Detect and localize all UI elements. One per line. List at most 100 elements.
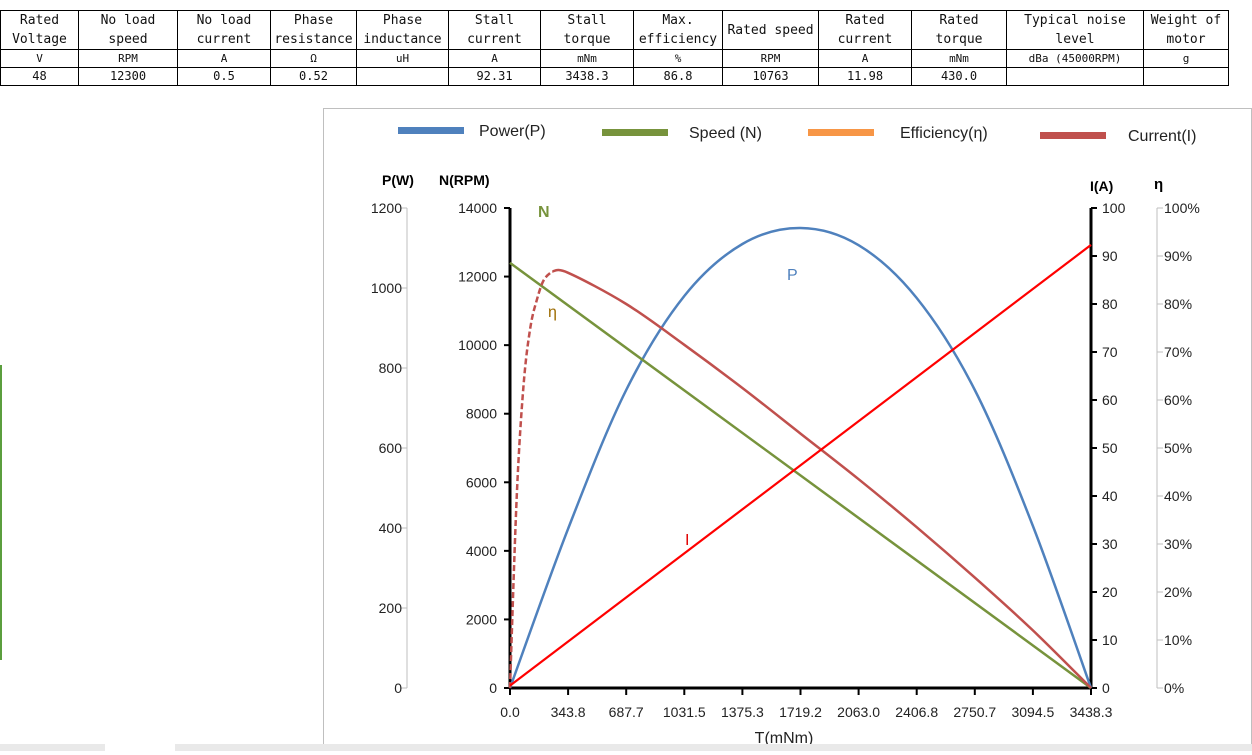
x-axis-label: T(mNm) <box>755 730 814 747</box>
speed-tick-label: 12000 <box>458 269 497 285</box>
spec-unit-cell: g <box>1143 49 1229 68</box>
current-axis-label: I(A) <box>1090 178 1113 194</box>
sheet-tab[interactable] <box>105 744 175 751</box>
power-curve-label: P <box>787 267 798 284</box>
spec-value-cell: 0.52 <box>270 67 357 86</box>
current-tick-label: 80 <box>1102 296 1118 312</box>
efficiency-tick-label: 60% <box>1164 392 1192 408</box>
spec-header-cell: Phase inductance <box>356 10 449 50</box>
x-tick-label: 1375.3 <box>721 704 764 720</box>
x-tick-label: 0.0 <box>500 704 520 720</box>
x-tick-label: 1719.2 <box>779 704 822 720</box>
x-tick-label: 3094.5 <box>1011 704 1054 720</box>
efficiency-tick-label: 50% <box>1164 440 1192 456</box>
speed-tick-label: 0 <box>489 680 497 696</box>
power-curve <box>508 226 1093 689</box>
efficiency-tick-label: 90% <box>1164 248 1192 264</box>
speed-tick-label: 4000 <box>466 543 497 559</box>
power-tick-label: 400 <box>379 520 403 536</box>
spec-value-cell <box>1006 67 1144 86</box>
current-tick-label: 30 <box>1102 536 1118 552</box>
sheet-tab-bar[interactable] <box>0 744 1252 751</box>
power-tick-label: 800 <box>379 360 403 376</box>
spec-value-cell: 10763 <box>722 67 819 86</box>
current-tick-label: 60 <box>1102 392 1118 408</box>
spec-unit-cell: RPM <box>722 49 819 68</box>
legend-swatch <box>602 129 668 136</box>
spec-header-cell: Rated speed <box>722 10 819 50</box>
legend-label: Efficiency(η) <box>900 125 988 142</box>
legend-swatch <box>808 129 874 136</box>
x-tick-label: 2063.0 <box>837 704 880 720</box>
spec-value-cell: 86.8 <box>633 67 723 86</box>
legend-swatch <box>398 127 464 134</box>
legend-label: Power(P) <box>479 123 546 140</box>
spec-values-row: 48 12300 0.5 0.52 92.31 3438.3 86.8 10763 11.98 4… <box>0 67 1229 86</box>
current-curve-label: I <box>685 532 689 549</box>
power-tick-label: 200 <box>379 600 403 616</box>
efficiency-tick-label: 100% <box>1164 200 1200 216</box>
efficiency-tick-label: 40% <box>1164 488 1192 504</box>
current-tick-label: 0 <box>1102 680 1110 696</box>
spec-header-cell: Weight of motor <box>1143 10 1229 50</box>
efficiency-tick-label: 80% <box>1164 296 1192 312</box>
spec-value-cell: 0.5 <box>177 67 271 86</box>
spec-header-cell: Typical noise level <box>1006 10 1144 50</box>
current-tick-label: 70 <box>1102 344 1118 360</box>
spec-header-cell: Phase resistance <box>270 10 357 50</box>
efficiency-axis-label: η <box>1154 176 1163 193</box>
efficiency-tick-label: 70% <box>1164 344 1192 360</box>
characteristic-chart: Power(P) Speed (N) Efficiency(η) Current(I)… <box>323 108 1252 751</box>
legend-swatch <box>1040 132 1106 139</box>
current-tick-label: 50 <box>1102 440 1118 456</box>
current-tick-label: 10 <box>1102 632 1118 648</box>
spec-unit-cell: A <box>448 49 541 68</box>
motor-spec-table: Rated Voltage No load speed No load current Ph… <box>0 10 1229 86</box>
spec-unit-cell: Ω <box>270 49 357 68</box>
power-tick-label: 0 <box>394 680 402 696</box>
spec-value-cell: 3438.3 <box>540 67 634 86</box>
speed-tick-label: 2000 <box>466 611 497 627</box>
efficiency-tick-label: 10% <box>1164 632 1192 648</box>
legend-label: Speed (N) <box>689 125 762 142</box>
efficiency-tick-label: 0% <box>1164 680 1184 696</box>
efficiency-tick-label: 30% <box>1164 536 1192 552</box>
power-tick-label: 1000 <box>371 280 402 296</box>
spec-value-cell: 48 <box>0 67 79 86</box>
x-tick-label: 343.8 <box>551 704 586 720</box>
spec-value-cell: 92.31 <box>448 67 541 86</box>
x-tick-label: 1031.5 <box>663 704 706 720</box>
speed-tick-label: 10000 <box>458 337 497 353</box>
x-tick-label: 687.7 <box>609 704 644 720</box>
spec-unit-cell: % <box>633 49 723 68</box>
efficiency-curve <box>552 268 1092 689</box>
cell-selection-marker <box>0 365 2 660</box>
power-tick-label: 600 <box>379 440 403 456</box>
spec-header-cell: No load current <box>177 10 271 50</box>
speed-tick-label: 14000 <box>458 200 497 216</box>
spec-header-cell: Stall torque <box>540 10 634 50</box>
x-tick-label: 2750.7 <box>953 704 996 720</box>
spec-unit-cell: uH <box>356 49 449 68</box>
spec-unit-cell: mNm <box>540 49 634 68</box>
spec-unit-cell: mNm <box>911 49 1007 68</box>
efficiency-curve-label: η <box>548 304 557 321</box>
spec-header-cell: Rated torque <box>911 10 1007 50</box>
power-axis-label: P(W) <box>382 172 414 188</box>
legend-label: Current(I) <box>1128 128 1196 145</box>
spec-value-cell <box>1143 67 1229 86</box>
spec-value-cell: 12300 <box>78 67 178 86</box>
x-tick-label: 3438.3 <box>1070 704 1113 720</box>
spec-header-cell: No load speed <box>78 10 178 50</box>
power-tick-label: 1200 <box>371 200 402 216</box>
speed-tick-label: 6000 <box>466 474 497 490</box>
speed-tick-label: 8000 <box>466 406 497 422</box>
spec-value-cell: 430.0 <box>911 67 1007 86</box>
spec-header-cell: Stall current <box>448 10 541 50</box>
current-tick-label: 20 <box>1102 584 1118 600</box>
spec-unit-cell: V <box>0 49 79 68</box>
spec-header-cell: Rated current <box>818 10 912 50</box>
current-tick-label: 90 <box>1102 248 1118 264</box>
efficiency-tick-label: 20% <box>1164 584 1192 600</box>
speed-curve <box>509 261 1092 690</box>
